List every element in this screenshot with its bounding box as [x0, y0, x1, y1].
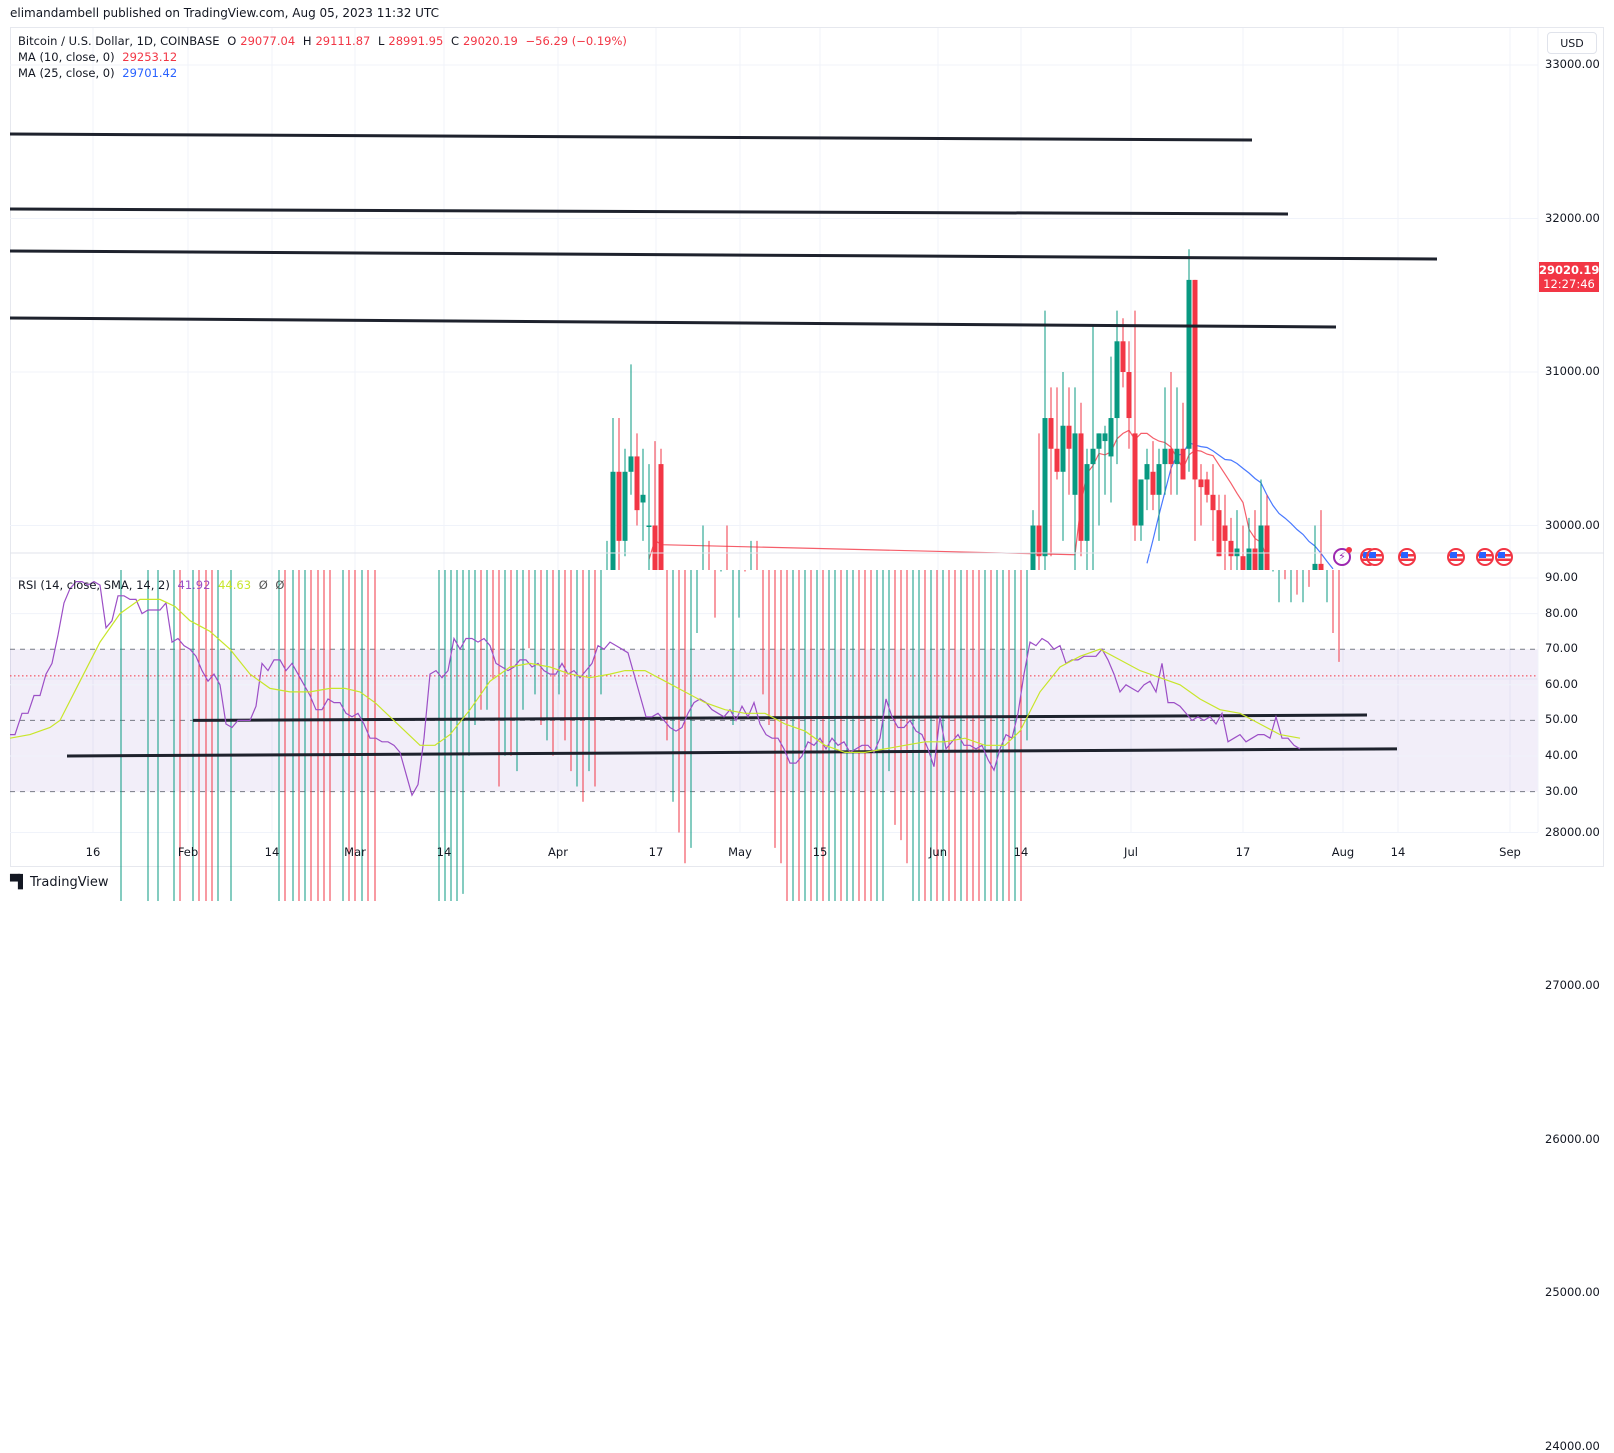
time-axis-tick: Jul [1124, 845, 1138, 859]
time-axis-tick: 14 [1013, 845, 1029, 859]
ma10-legend[interactable]: MA (10, close, 0) 29253.12 [18, 49, 181, 65]
rsi-axis-tick: 80.00 [1545, 605, 1578, 620]
time-axis-tick: May [728, 845, 752, 859]
price-axis-tick: 27000.00 [1545, 978, 1600, 992]
price-axis-tick: 33000.00 [1545, 57, 1600, 71]
rsi-axis-tick: 40.00 [1545, 748, 1578, 762]
time-axis-tick: 17 [1235, 845, 1251, 859]
chart-frame [10, 27, 1604, 867]
time-axis-tick: Aug [1331, 845, 1355, 859]
time-axis-tick: Apr [548, 845, 568, 859]
tradingview-logo[interactable]: ▀▌ TradingView [10, 875, 109, 890]
ma10-label: MA (10, close, 0) [18, 50, 115, 64]
time-axis-tick: 14 [436, 845, 452, 859]
time-axis-tick: 16 [85, 845, 101, 859]
price-axis-tick: 31000.00 [1545, 364, 1600, 378]
rsi-value: 41.92 [177, 578, 211, 592]
chart-canvas[interactable] [0, 0, 1614, 901]
price-axis-tick: 25000.00 [1545, 1285, 1600, 1299]
ma25-legend[interactable]: MA (25, close, 0) 29701.42 [18, 65, 181, 81]
price-axis-tick: 28000.00 [1545, 824, 1600, 839]
us-flag-event-icon[interactable] [1447, 548, 1465, 566]
currency-button[interactable]: USD [1547, 32, 1597, 54]
ma25-label: MA (25, close, 0) [18, 66, 115, 80]
us-flag-event-icon[interactable] [1366, 548, 1384, 566]
tradingview-logo-text: TradingView [30, 875, 109, 890]
rsi-na-2: Ø [275, 578, 285, 592]
rsi-axis-tick: 70.00 [1545, 641, 1578, 656]
symbol-title[interactable]: Bitcoin / U.S. Dollar, 1D, COINBASE [18, 34, 220, 48]
us-flag-event-icon[interactable] [1398, 548, 1416, 566]
rsi-legend[interactable]: RSI (14, close, SMA, 14, 2) 41.92 44.63 … [18, 577, 288, 593]
time-axis-tick: Sep [1499, 845, 1521, 859]
symbol-legend: Bitcoin / U.S. Dollar, 1D, COINBASE O 290… [18, 34, 627, 48]
time-axis-tick: 14 [1390, 845, 1406, 859]
rsi-axis-tick: 50.00 [1545, 712, 1578, 727]
time-axis-tick: Feb [177, 845, 199, 859]
rsi-na-1: Ø [258, 578, 268, 592]
lightning-event-icon[interactable]: ⚡ [1333, 547, 1352, 566]
bar-countdown: 12:27:46 [1543, 277, 1595, 291]
publisher-line: elimandambell published on TradingView.c… [10, 6, 439, 20]
price-axis-tick: 26000.00 [1545, 1131, 1600, 1146]
price-axis-tick: 32000.00 [1545, 210, 1600, 225]
us-flag-event-icon[interactable] [1495, 548, 1513, 566]
us-flag-event-icon[interactable] [1476, 548, 1494, 566]
rsi-sma-value: 44.63 [218, 578, 252, 592]
rsi-axis-tick: 30.00 [1545, 783, 1578, 798]
rsi-axis-tick: 60.00 [1545, 676, 1578, 691]
close-value: 29020.19 [462, 34, 518, 48]
ma25-value: 29701.42 [122, 66, 178, 80]
price-axis-tick: 30000.00 [1545, 517, 1600, 532]
tradingview-logo-icon: ▀▌ [10, 875, 28, 890]
rsi-axis-tick: 90.00 [1545, 570, 1578, 584]
ma10-value: 29253.12 [122, 50, 178, 64]
open-value: 29077.04 [240, 34, 296, 48]
rsi-label: RSI (14, close, SMA, 14, 2) [18, 578, 170, 592]
time-axis-tick: 14 [264, 845, 280, 859]
price-axis-tick: 24000.00 [1545, 1438, 1600, 1453]
time-axis-tick: Jun [929, 845, 947, 859]
high-value: 29111.87 [315, 34, 371, 48]
last-price-value: 29020.19 [1539, 263, 1600, 277]
change-value: −56.29 (−0.19%) [525, 34, 627, 48]
time-axis-tick: 17 [648, 845, 664, 859]
low-value: 28991.95 [388, 34, 444, 48]
time-axis-tick: 15 [812, 845, 828, 859]
last-price-label: 29020.19 12:27:46 [1539, 262, 1599, 292]
time-axis-tick: Mar [344, 845, 366, 859]
